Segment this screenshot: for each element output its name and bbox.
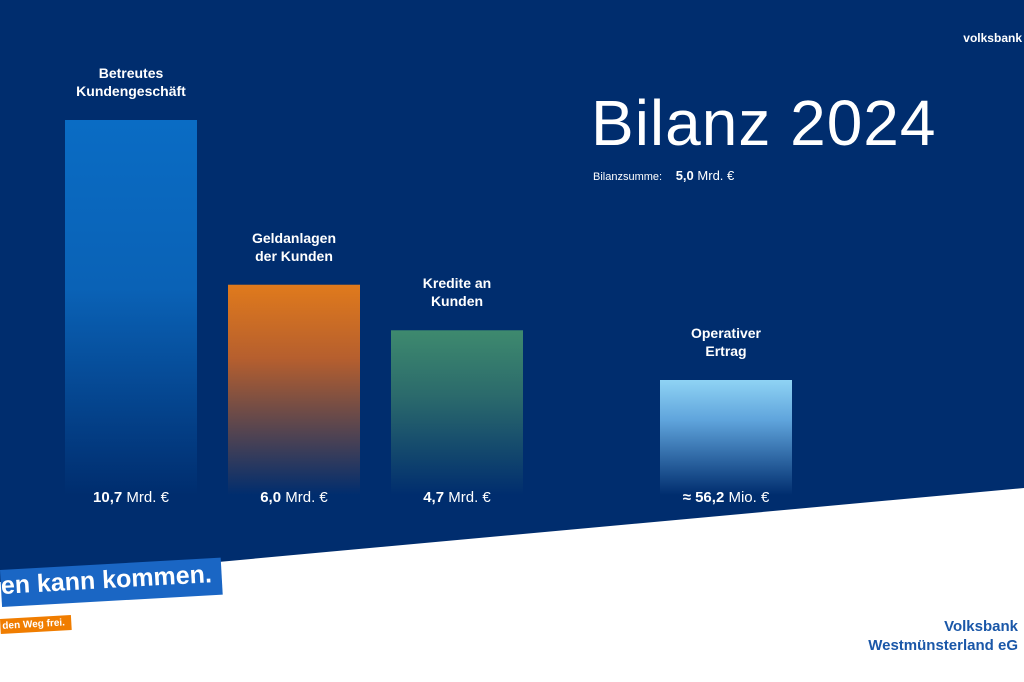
bar-value-unit-3: Mio. € xyxy=(724,489,770,506)
bar-label-0-line-0: Betreutes xyxy=(98,65,164,81)
bar-label-3-line-1: Ertrag xyxy=(705,343,747,359)
page-title: Bilanz 2024 xyxy=(591,87,937,159)
bar-label-2: Kredite an Kunden xyxy=(377,274,537,310)
bar-value-2: 4,7 Mrd. € xyxy=(377,489,537,506)
balance-total-unit: Mrd. € xyxy=(697,168,735,183)
bar-value-unit-1: Mrd. € xyxy=(281,489,328,506)
bar-label-1-line-1: der Kunden xyxy=(255,247,333,264)
bar-label-2-line-0: Kredite an xyxy=(422,275,492,292)
bar-label-3: Operativer Ertrag xyxy=(646,324,806,360)
bar-0 xyxy=(65,120,197,495)
bar-value-0: 10,7 Mrd. € xyxy=(51,489,211,506)
balance-total-label: Bilanzsumme: xyxy=(593,171,663,183)
bar-value-3: ≈ 56,2 Mio. € xyxy=(646,489,806,506)
bar-label-3-line-0: Operativer xyxy=(690,325,762,341)
bar-value-number-3: ≈ 56,2 xyxy=(682,489,725,506)
bank-name-line2: Westmünsterland eG xyxy=(868,637,1018,654)
bar-value-unit-0: Mrd. € xyxy=(122,489,169,506)
balance-total: Bilanzsumme: 5,0 Mrd. € xyxy=(593,168,734,183)
bar-label-2-line-1: Kunden xyxy=(430,293,484,310)
bank-name: Volksbank Westmünsterland eG xyxy=(868,617,1018,655)
bar-value-1: 6,0 Mrd. € xyxy=(214,489,374,506)
bar-value-unit-2: Mrd. € xyxy=(444,489,491,506)
bar-1 xyxy=(228,284,360,495)
balance-total-value: 5,0 xyxy=(675,168,694,183)
brand-logo-text: volksbank xyxy=(963,31,1022,45)
bars xyxy=(65,120,792,495)
bar-label-0-line-1: Kundengeschäft xyxy=(76,83,186,99)
bar-3 xyxy=(660,380,792,495)
bar-2 xyxy=(391,330,523,495)
bar-label-0: Betreutes Kundengeschäft xyxy=(51,64,211,100)
bar-value-number-1: 6,0 xyxy=(260,489,282,506)
bar-label-1: Geldanlagen der Kunden xyxy=(214,229,374,265)
bank-name-line1: Volksbank xyxy=(944,618,1018,635)
bar-label-1-line-0: Geldanlagen xyxy=(251,229,337,246)
bar-value-number-0: 10,7 xyxy=(93,489,123,506)
bar-value-number-2: 4,7 xyxy=(423,489,445,506)
